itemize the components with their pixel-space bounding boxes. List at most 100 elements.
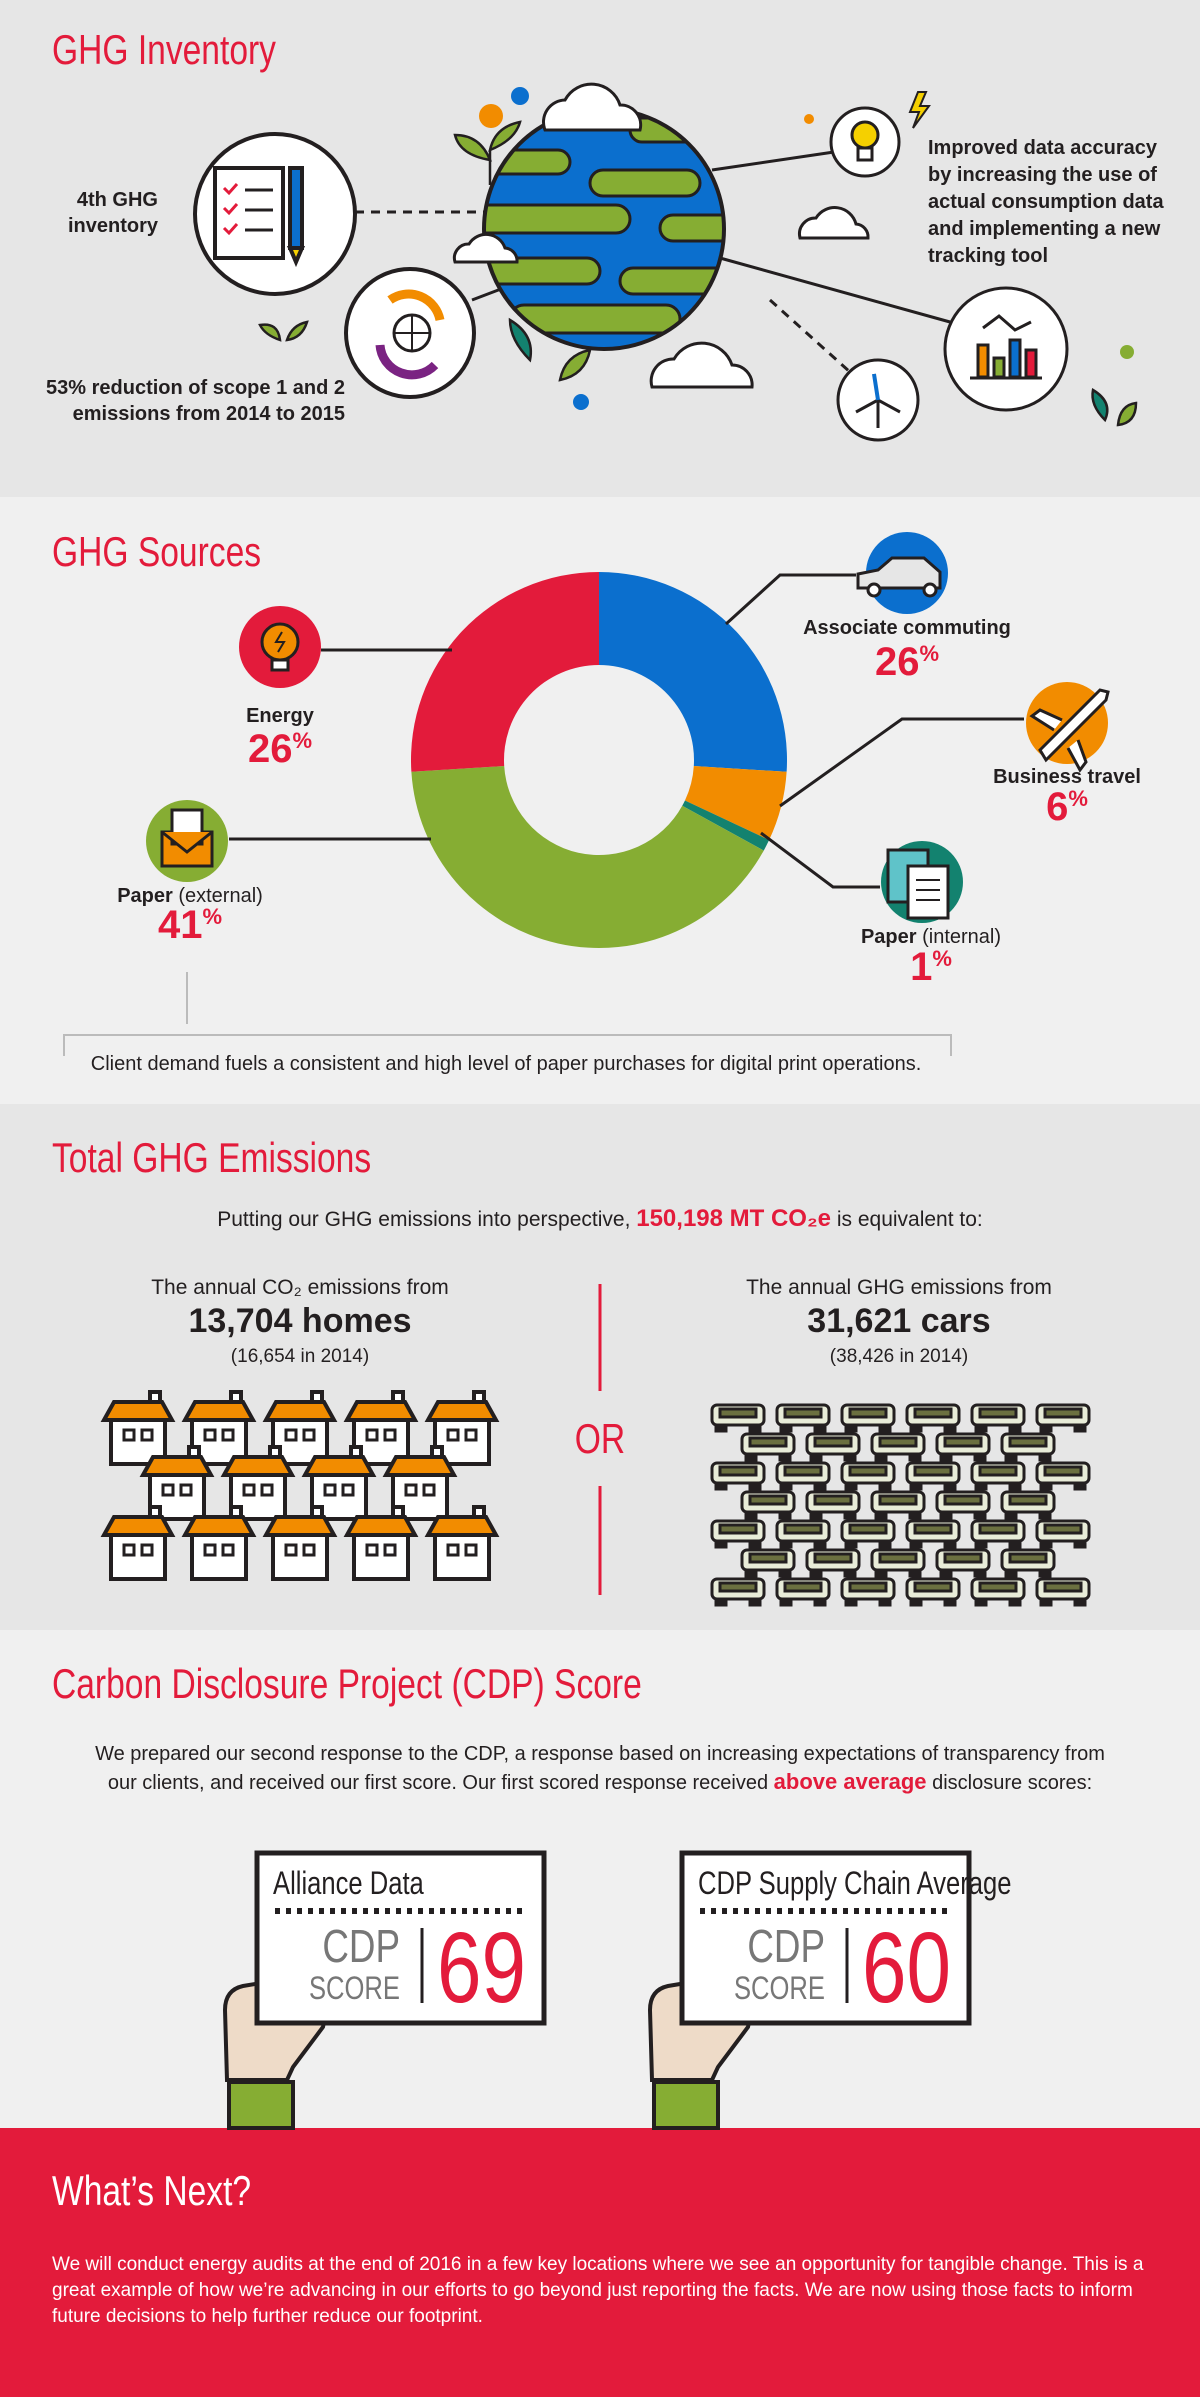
- car-wheel: [909, 1539, 923, 1549]
- car-wheel: [778, 1568, 792, 1578]
- car-wheel: [943, 1539, 957, 1549]
- car-wheel: [813, 1539, 827, 1549]
- car-wheel: [1039, 1423, 1053, 1433]
- house-window: [203, 1543, 217, 1557]
- house-window: [365, 1543, 379, 1557]
- car-window: [943, 1494, 983, 1506]
- section-title: GHG Inventory: [52, 28, 276, 74]
- car-wheel: [748, 1597, 762, 1607]
- car-window: [813, 1494, 853, 1506]
- car-wheel: [908, 1510, 922, 1520]
- card-score: 60: [862, 1913, 951, 2025]
- car-icon: [935, 1432, 991, 1462]
- car-wheel: [874, 1568, 888, 1578]
- car-wheel: [1008, 1539, 1022, 1549]
- donut-slice: [682, 800, 770, 851]
- inventory-label: emissions from 2014 to 2015: [73, 403, 345, 425]
- house-window: [404, 1483, 418, 1497]
- car-wheel: [1008, 1597, 1022, 1607]
- car-icon: [1035, 1577, 1091, 1607]
- car-wheel: [1004, 1510, 1018, 1520]
- house-window: [221, 1428, 235, 1442]
- car-wheel: [943, 1423, 957, 1433]
- house-roof: [424, 1515, 500, 1537]
- car-icon: [1035, 1519, 1091, 1549]
- car-wheel: [909, 1423, 923, 1433]
- text-part: Paper: [861, 926, 917, 948]
- car-icon: [1000, 1548, 1056, 1578]
- section-bg: [0, 2128, 1200, 2397]
- house-icon: [343, 1505, 419, 1581]
- car-icon: [870, 1490, 926, 1520]
- car-icon: [905, 1461, 961, 1491]
- car-window: [1043, 1407, 1083, 1419]
- car-wheel: [1039, 1597, 1053, 1607]
- car-wheel: [974, 1423, 988, 1433]
- source-percent: 26%: [248, 727, 312, 771]
- intro-text: is equivalent to:: [831, 1208, 983, 1231]
- car-icon: [935, 1548, 991, 1578]
- card: [254, 1850, 547, 2026]
- car-wheel: [844, 1597, 858, 1607]
- car-wheel: [943, 1481, 957, 1491]
- cuff: [227, 2080, 295, 2130]
- house-roof: [343, 1400, 419, 1422]
- car-window: [978, 1581, 1018, 1593]
- text-part: Paper: [117, 885, 173, 907]
- globe: [482, 107, 726, 351]
- car-window: [718, 1581, 758, 1593]
- text-part: 26: [248, 727, 293, 771]
- cars-previous: (38,426 in 2014): [830, 1346, 968, 1367]
- car-window: [943, 1436, 983, 1448]
- car-icon: [970, 1403, 1026, 1433]
- car-window: [1008, 1436, 1048, 1448]
- car-wheel: [974, 1597, 988, 1607]
- house-window: [422, 1483, 436, 1497]
- car-window: [748, 1552, 788, 1564]
- car-icon: [775, 1577, 831, 1607]
- homes-previous: (16,654 in 2014): [231, 1346, 369, 1367]
- source-percent: 26%: [875, 640, 939, 684]
- icon-papers: [881, 841, 963, 923]
- house-window: [179, 1483, 193, 1497]
- source-percent: 1%: [910, 945, 952, 989]
- car-window: [718, 1523, 758, 1535]
- car-wheel: [809, 1568, 823, 1578]
- donut-slice: [411, 765, 764, 948]
- hand: [647, 1978, 752, 2130]
- house-window: [464, 1428, 478, 1442]
- hand: [222, 1978, 327, 2130]
- car-icon: [775, 1403, 831, 1433]
- text-part: 1: [910, 945, 932, 989]
- next-text: We will conduct energy audits at the end…: [52, 2254, 1144, 2327]
- car-wheel: [909, 1481, 923, 1491]
- house-window: [221, 1543, 235, 1557]
- car-window: [1043, 1581, 1083, 1593]
- house-icon: [424, 1505, 500, 1581]
- house-window: [341, 1483, 355, 1497]
- car-wheel: [714, 1423, 728, 1433]
- section-title: Total GHG Emissions: [52, 1136, 371, 1182]
- car-window: [748, 1494, 788, 1506]
- car-wheel: [1008, 1481, 1022, 1491]
- car-window: [978, 1523, 1018, 1535]
- icon-envelope: [146, 800, 228, 882]
- car-wheel: [908, 1452, 922, 1462]
- cdp-text-part: We prepared our second response to the C…: [95, 1743, 1105, 1794]
- car-wheel: [974, 1481, 988, 1491]
- car-wheel: [974, 1539, 988, 1549]
- car-icon: [710, 1403, 766, 1433]
- text-part: %: [292, 728, 312, 753]
- car-wheel: [748, 1481, 762, 1491]
- car-wheel: [744, 1510, 758, 1520]
- car-wheel: [973, 1452, 987, 1462]
- donut-slice: [684, 765, 787, 841]
- car-wheel: [1039, 1539, 1053, 1549]
- car-wheel: [874, 1452, 888, 1462]
- car-icon: [1035, 1403, 1091, 1433]
- house-icon: [382, 1445, 458, 1521]
- car-icon: [840, 1577, 896, 1607]
- house-icon: [181, 1505, 257, 1581]
- donut-chart: [411, 572, 787, 948]
